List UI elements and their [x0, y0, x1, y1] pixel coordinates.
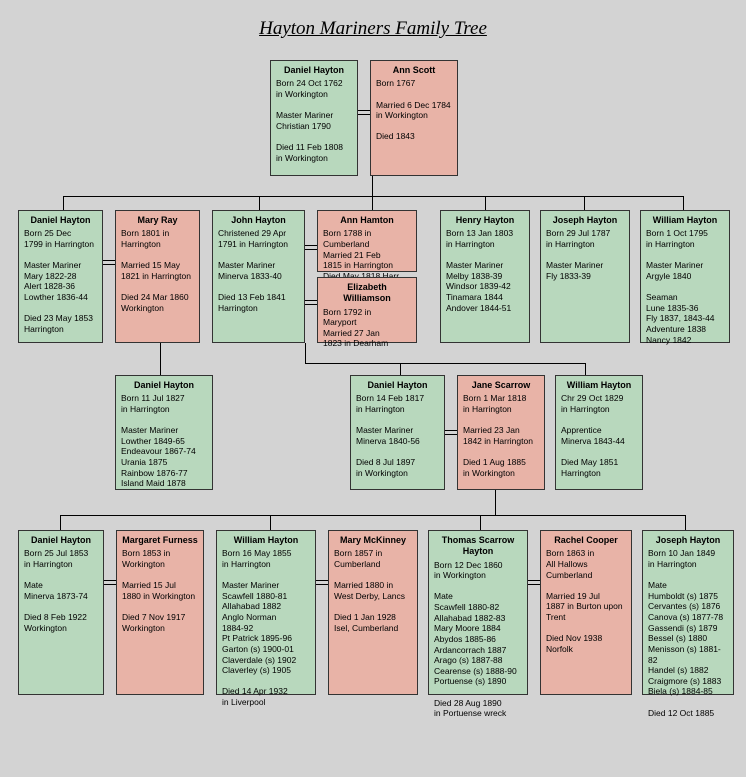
connector [683, 196, 684, 210]
marriage-link [103, 260, 115, 265]
person-daniel-hayton-1853: Daniel Hayton Born 25 Jul 1853 in Harrin… [18, 530, 104, 695]
person-name: Daniel Hayton [356, 380, 439, 391]
person-daniel-hayton-1799: Daniel Hayton Born 25 Dec 1799 in Harrin… [18, 210, 103, 343]
connector [160, 343, 161, 375]
person-details: Born 13 Jan 1803 in Harrington Master Ma… [446, 228, 524, 313]
connector [495, 490, 496, 515]
person-jane-scarrow: Jane Scarrow Born 1 Mar 1818 in Harringt… [457, 375, 545, 490]
person-name: Joseph Hayton [546, 215, 624, 226]
person-daniel-hayton-1827: Daniel Hayton Born 11 Jul 1827 in Harrin… [115, 375, 213, 490]
person-details: Born 29 Jul 1787 in Harrington Master Ma… [546, 228, 624, 281]
marriage-link [316, 580, 328, 585]
person-elizabeth-williamson: Elizabeth Williamson Born 1792 in Marypo… [317, 277, 417, 343]
person-name: Jane Scarrow [463, 380, 539, 391]
person-details: Born 14 Feb 1817 in Harrington Master Ma… [356, 393, 439, 478]
person-name: Ann Scott [376, 65, 452, 76]
person-details: Born 1 Mar 1818 in Harrington Married 23… [463, 393, 539, 478]
person-name: William Hayton [222, 535, 310, 546]
connector [60, 515, 685, 516]
person-name: Ann Hamton [323, 215, 411, 226]
connector [372, 176, 373, 196]
person-thomas-scarrow-hayton: Thomas Scarrow Hayton Born 12 Dec 1860 i… [428, 530, 528, 695]
person-name: Mary McKinney [334, 535, 412, 546]
person-name: William Hayton [561, 380, 637, 391]
connector [305, 343, 306, 363]
person-name: Henry Hayton [446, 215, 524, 226]
person-details: Born 1857 in Cumberland Married 1880 in … [334, 548, 412, 633]
person-details: Born 16 May 1855 in Harrington Master Ma… [222, 548, 310, 707]
page-title: Hayton Mariners Family Tree [0, 0, 746, 50]
person-name: Joseph Hayton [648, 535, 728, 546]
person-rachel-cooper: Rachel Cooper Born 1863 in All Hallows C… [540, 530, 632, 695]
person-name: Daniel Hayton [121, 380, 207, 391]
person-daniel-hayton-1817: Daniel Hayton Born 14 Feb 1817 in Harrin… [350, 375, 445, 490]
person-details: Born 24 Oct 1762 in Workington Master Ma… [276, 78, 352, 163]
person-joseph-hayton-1787: Joseph Hayton Born 29 Jul 1787 in Harrin… [540, 210, 630, 343]
person-details: Born 11 Jul 1827 in Harrington Master Ma… [121, 393, 207, 489]
person-details: Born 1 Oct 1795 in Harrington Master Mar… [646, 228, 724, 345]
person-ann-scott: Ann Scott Born 1767 Married 6 Dec 1784 i… [370, 60, 458, 176]
connector [485, 196, 486, 210]
connector [372, 196, 373, 210]
person-details: Christened 29 Apr 1791 in Harrington Mas… [218, 228, 299, 313]
connector [305, 363, 585, 364]
connector [480, 515, 481, 530]
person-details: Born 25 Dec 1799 in Harrington Master Ma… [24, 228, 97, 334]
marriage-link [305, 245, 317, 250]
connector [63, 196, 64, 210]
person-name: Mary Ray [121, 215, 194, 226]
marriage-link [305, 300, 317, 305]
person-name: Daniel Hayton [24, 535, 98, 546]
person-name: Daniel Hayton [276, 65, 352, 76]
person-mary-ray: Mary Ray Born 1801 in Harrington Married… [115, 210, 200, 343]
connector [270, 515, 271, 530]
person-details: Born 1792 in Maryport Married 27 Jan 182… [323, 307, 411, 350]
person-mary-mckinney: Mary McKinney Born 1857 in Cumberland Ma… [328, 530, 418, 695]
person-william-hayton-1829: William Hayton Chr 29 Oct 1829 in Harrin… [555, 375, 643, 490]
connector [584, 196, 585, 210]
person-ann-hamton: Ann Hamton Born 1788 in Cumberland Marri… [317, 210, 417, 272]
connector [585, 363, 586, 375]
person-details: Born 1801 in Harrington Married 15 May 1… [121, 228, 194, 313]
person-margaret-furness: Margaret Furness Born 1853 in Workington… [116, 530, 204, 695]
person-name: Thomas Scarrow Hayton [434, 535, 522, 558]
person-name: Elizabeth Williamson [323, 282, 411, 305]
person-william-hayton-1795: William Hayton Born 1 Oct 1795 in Harrin… [640, 210, 730, 343]
person-henry-hayton: Henry Hayton Born 13 Jan 1803 in Harring… [440, 210, 530, 343]
person-details: Born 25 Jul 1853 in Harrington Mate Mine… [24, 548, 98, 633]
person-name: Rachel Cooper [546, 535, 626, 546]
connector [400, 363, 401, 375]
marriage-link [358, 110, 370, 115]
person-details: Born 12 Dec 1860 in Workington Mate Scaw… [434, 560, 522, 719]
person-name: William Hayton [646, 215, 724, 226]
person-details: Born 1863 in All Hallows Cumberland Marr… [546, 548, 626, 654]
connector [63, 196, 683, 197]
person-name: John Hayton [218, 215, 299, 226]
person-daniel-hayton-1762: Daniel Hayton Born 24 Oct 1762 in Workin… [270, 60, 358, 176]
marriage-link [445, 430, 457, 435]
person-name: Daniel Hayton [24, 215, 97, 226]
person-details: Born 10 Jan 1849 in Harrington Mate Humb… [648, 548, 728, 718]
marriage-link [104, 580, 116, 585]
person-details: Born 1853 in Workington Married 15 Jul 1… [122, 548, 198, 633]
person-details: Born 1767 Married 6 Dec 1784 in Workingt… [376, 78, 452, 142]
person-details: Chr 29 Oct 1829 in Harrington Apprentice… [561, 393, 637, 478]
connector [60, 515, 61, 530]
person-name: Margaret Furness [122, 535, 198, 546]
person-william-hayton-1855: William Hayton Born 16 May 1855 in Harri… [216, 530, 316, 695]
connector [685, 515, 686, 530]
connector [259, 196, 260, 210]
person-details: Born 1788 in Cumberland Married 21 Feb 1… [323, 228, 411, 281]
person-john-hayton-1791: John Hayton Christened 29 Apr 1791 in Ha… [212, 210, 305, 343]
marriage-link [528, 580, 540, 585]
person-joseph-hayton-1849: Joseph Hayton Born 10 Jan 1849 in Harrin… [642, 530, 734, 695]
